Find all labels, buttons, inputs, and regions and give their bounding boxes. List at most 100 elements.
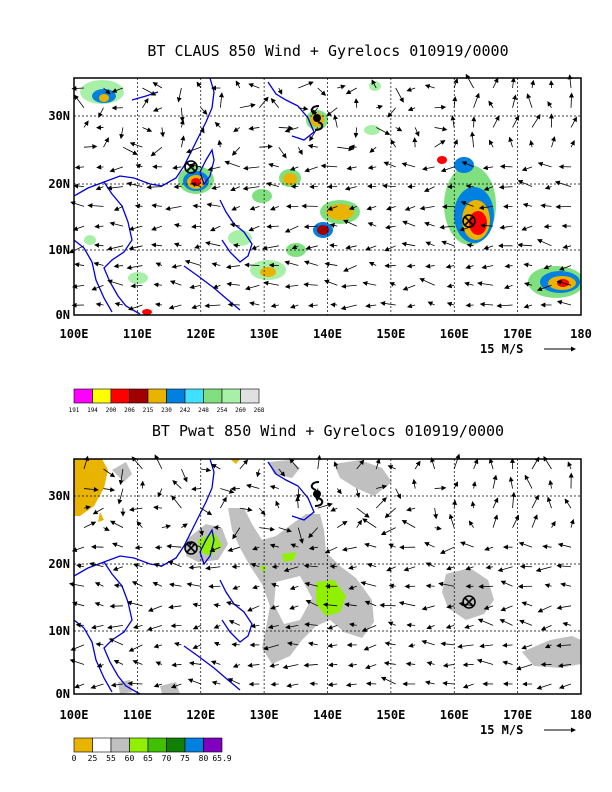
lon-label: 130E: [250, 708, 279, 722]
wind-arrow: [570, 116, 577, 128]
wind-arrow: [389, 282, 396, 287]
legend-swatch: [184, 388, 204, 404]
panel-claus: BT CLAUS 850 Wind + Gyrelocs 010919/0000: [48, 42, 592, 414]
wind-arrow: [171, 263, 182, 269]
wind-arrow: [247, 662, 260, 668]
graticule: [74, 459, 581, 694]
wind-arrow: [446, 301, 455, 307]
wind-arrow: [131, 581, 143, 587]
wind-arrow: [152, 107, 163, 112]
wind-arrow: [562, 621, 572, 627]
wind-arrow: [425, 263, 435, 269]
wind-arrow: [544, 583, 552, 589]
wind-arrow: [199, 527, 204, 537]
wind-arrow: [308, 527, 319, 539]
wind-arrow: [142, 127, 153, 132]
wind-arrow: [365, 245, 377, 251]
wind-arrow: [446, 604, 455, 609]
wind-arrow: [224, 160, 240, 168]
wind-arrow: [498, 184, 513, 190]
wind-arrow: [129, 141, 143, 148]
lon-label: 110E: [123, 708, 152, 722]
lon-label: 160E: [440, 327, 469, 341]
wind-arrow: [333, 461, 339, 470]
wind-arrow: [259, 144, 273, 150]
wind-arrow: [303, 662, 318, 668]
wind-arrow: [375, 497, 387, 509]
wind-arrow: [74, 164, 85, 170]
wind-arrow: [478, 205, 494, 211]
wind-arrow: [228, 620, 241, 626]
wind-arrow: [523, 262, 533, 268]
wind-arrow: [567, 74, 573, 89]
wind-arrow: [558, 683, 572, 690]
wind-arrow: [401, 162, 416, 168]
wind-arrow: [430, 457, 436, 470]
wind-arrow: [155, 661, 163, 666]
wind-arrow: [277, 87, 283, 95]
wind-arrow: [191, 182, 202, 188]
wind-arrow: [94, 223, 104, 229]
legend-label: 70: [162, 754, 172, 763]
wind-arrow: [337, 84, 346, 90]
wind-arrow: [531, 456, 540, 470]
wind-arrow: [470, 131, 476, 148]
wind-arrow: [362, 518, 377, 528]
wind-arrow: [346, 165, 357, 171]
legend-label: 248: [198, 407, 209, 414]
lon-label: 180: [570, 327, 592, 341]
lon-label: 100E: [60, 708, 89, 722]
wind-arrow: [214, 121, 221, 128]
wind-arrow: [239, 459, 249, 470]
wind-arrow: [465, 264, 474, 270]
wind-arrow: [426, 624, 435, 630]
lon-label: 140E: [313, 708, 342, 722]
wind-arrow: [267, 624, 279, 630]
wind-arrow: [106, 245, 124, 251]
wind-arrow: [345, 682, 357, 688]
wind-arrow: [322, 602, 338, 608]
wind-arrow: [452, 96, 458, 108]
legend-label: 65: [143, 754, 153, 763]
wind-arrow: [269, 663, 279, 668]
wind-arrow: [189, 284, 201, 290]
wind-arrow: [468, 520, 474, 528]
wind-arrow: [235, 80, 241, 89]
wind-arrow: [402, 284, 416, 291]
wind-arrow: [483, 605, 494, 610]
wind-arrow: [460, 541, 474, 548]
wind-arrow: [546, 496, 552, 509]
legend-swatch: [110, 737, 130, 753]
wind-arrow: [412, 137, 418, 148]
legend-swatch: [203, 388, 223, 404]
wind-arrow: [482, 165, 494, 171]
wind-arrow: [453, 453, 461, 470]
wind-arrow: [465, 565, 474, 571]
lat-label: 20N: [48, 177, 70, 191]
wind-arrow: [126, 264, 143, 270]
wind-arrow: [211, 463, 221, 470]
gyre-marker: [184, 541, 198, 555]
wind-arrow: [308, 302, 318, 308]
wind-arrow: [205, 241, 221, 247]
wind-arrow: [375, 458, 381, 470]
wind-arrow: [522, 202, 533, 208]
wind-arrow: [232, 585, 240, 590]
wind-arrow: [248, 125, 260, 131]
wind-arrow: [180, 135, 186, 148]
wind-arrow: [511, 491, 517, 509]
wind-arrow: [206, 202, 221, 208]
wind-arrow: [531, 114, 541, 128]
wind-arrow: [384, 224, 396, 230]
wind-vectors: [68, 453, 575, 690]
wind-arrow: [297, 146, 303, 156]
wind-arrow: [94, 242, 104, 248]
wind-arrow: [476, 658, 494, 665]
wind-arrow: [470, 501, 476, 509]
wind-arrow: [536, 284, 552, 292]
wind-arrow: [523, 303, 533, 309]
wind-arrow: [305, 245, 318, 251]
wind-arrow: [333, 114, 338, 128]
wind-arrow: [329, 222, 338, 228]
wind-arrow: [160, 127, 166, 138]
